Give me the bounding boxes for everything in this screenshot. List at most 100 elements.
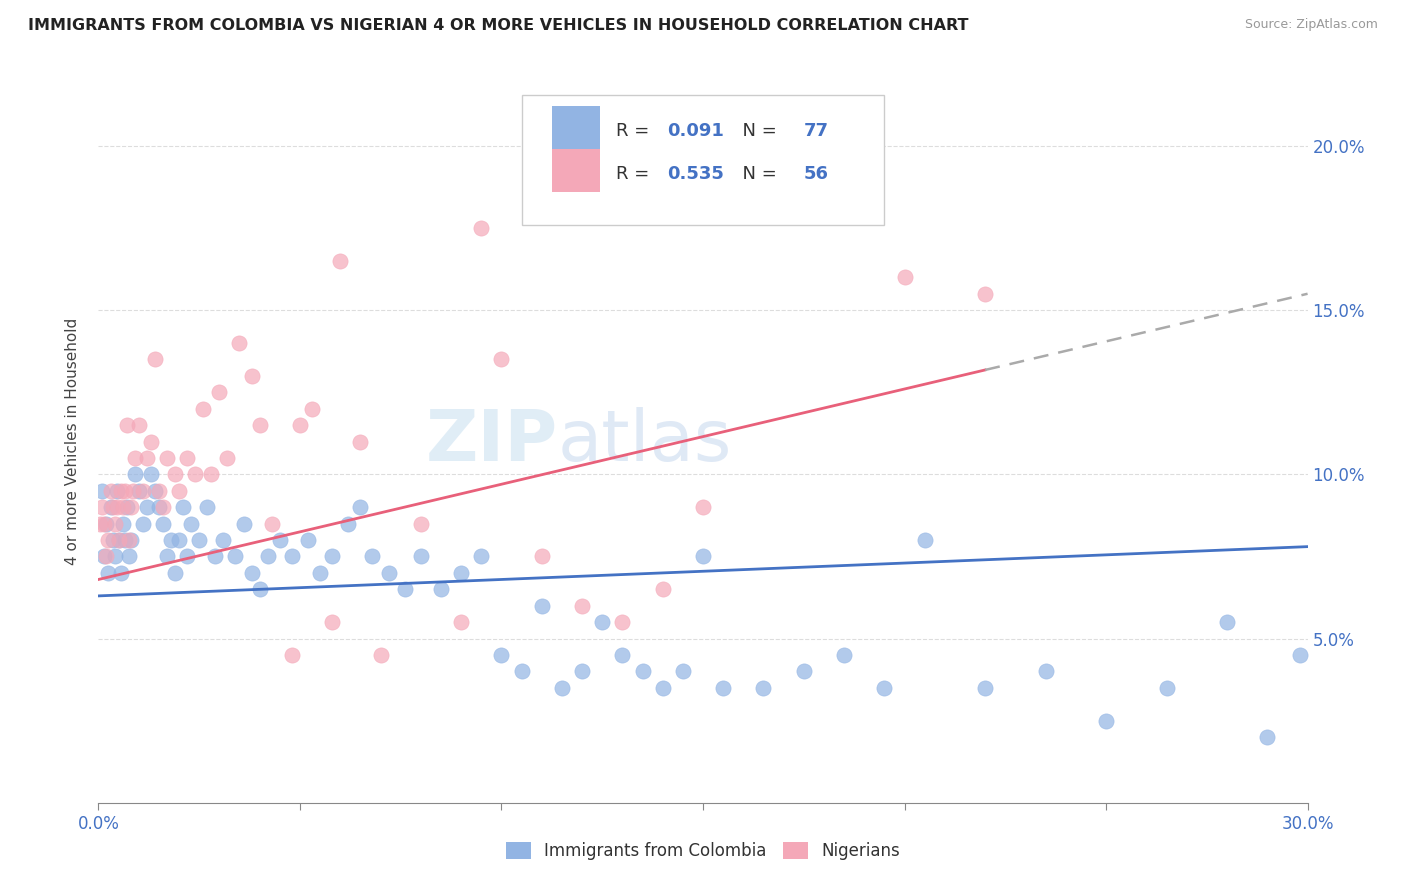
Point [337,516,360,531]
Point [115,500,138,515]
Point [409,549,432,564]
Point [148,500,170,515]
Point [394,582,416,597]
Point [692,500,714,515]
Point [692,549,714,564]
Point [281,648,304,662]
Point [148,483,170,498]
Point [1216,615,1239,630]
Point [651,681,673,695]
Point [101,500,124,515]
Point [377,566,399,580]
Point [612,615,634,630]
Point [370,648,392,662]
Point [530,549,553,564]
Point [91,500,114,515]
Point [96,516,118,531]
Point [249,418,271,433]
Point [152,516,174,531]
Point [361,549,384,564]
Point [91,483,114,498]
Point [97,566,120,580]
Point [100,483,122,498]
Point [156,549,179,564]
Point [152,500,174,515]
Point [115,418,138,433]
Point [752,681,775,695]
Text: R =: R = [616,122,655,140]
Point [281,549,304,564]
Text: ZIP: ZIP [426,407,558,476]
Point [329,254,352,268]
Point [120,500,142,515]
Point [1288,648,1310,662]
FancyBboxPatch shape [551,149,600,193]
Point [135,450,157,465]
Point [118,549,141,564]
Point [321,549,343,564]
Point [914,533,936,547]
Point [97,533,120,547]
Point [111,500,134,515]
Point [188,533,211,547]
Point [491,648,513,662]
Point [120,533,142,547]
Point [309,566,332,580]
Point [143,483,166,498]
Point [105,500,128,515]
Point [974,286,997,301]
Point [1095,714,1118,728]
Point [409,516,432,531]
Point [114,533,136,547]
Point [118,533,141,547]
Point [631,665,654,679]
Point [873,681,896,695]
Point [288,418,311,433]
Text: 77: 77 [803,122,828,140]
Legend: Immigrants from Colombia, Nigerians: Immigrants from Colombia, Nigerians [499,835,907,867]
Point [124,450,146,465]
Point [143,352,166,367]
FancyBboxPatch shape [522,95,884,225]
Point [1156,681,1178,695]
Point [217,450,239,465]
Text: R =: R = [616,165,655,183]
Text: N =: N = [731,122,782,140]
Point [107,533,129,547]
Point [101,533,124,547]
Point [651,582,673,597]
Text: N =: N = [731,165,782,183]
Point [297,533,319,547]
Point [114,483,136,498]
Point [893,270,915,285]
Point [672,665,695,679]
Point [551,681,574,695]
Point [349,434,371,449]
Point [240,566,263,580]
Point [172,500,194,515]
Point [103,516,125,531]
Point [195,500,218,515]
Point [176,549,198,564]
Point [128,483,150,498]
Point [349,500,371,515]
Point [139,434,162,449]
Point [450,615,472,630]
Point [111,516,134,531]
Point [832,648,855,662]
Point [228,336,250,351]
Point [200,467,222,482]
Point [571,665,593,679]
Point [167,533,190,547]
Text: atlas: atlas [558,407,733,476]
Point [156,450,179,465]
Point [1256,730,1278,744]
Point [93,549,115,564]
Text: 0.535: 0.535 [666,165,724,183]
Point [89,516,111,531]
Text: IMMIGRANTS FROM COLOMBIA VS NIGERIAN 4 OR MORE VEHICLES IN HOUSEHOLD CORRELATION: IMMIGRANTS FROM COLOMBIA VS NIGERIAN 4 O… [28,18,969,33]
Point [124,467,146,482]
Point [121,483,143,498]
Point [793,665,815,679]
Point [103,549,125,564]
